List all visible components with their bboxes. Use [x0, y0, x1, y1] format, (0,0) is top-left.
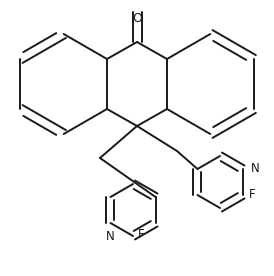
Text: N: N: [250, 163, 259, 176]
Text: O: O: [132, 12, 142, 25]
Text: N: N: [106, 230, 115, 243]
Text: F: F: [138, 227, 145, 240]
Text: F: F: [249, 189, 255, 201]
